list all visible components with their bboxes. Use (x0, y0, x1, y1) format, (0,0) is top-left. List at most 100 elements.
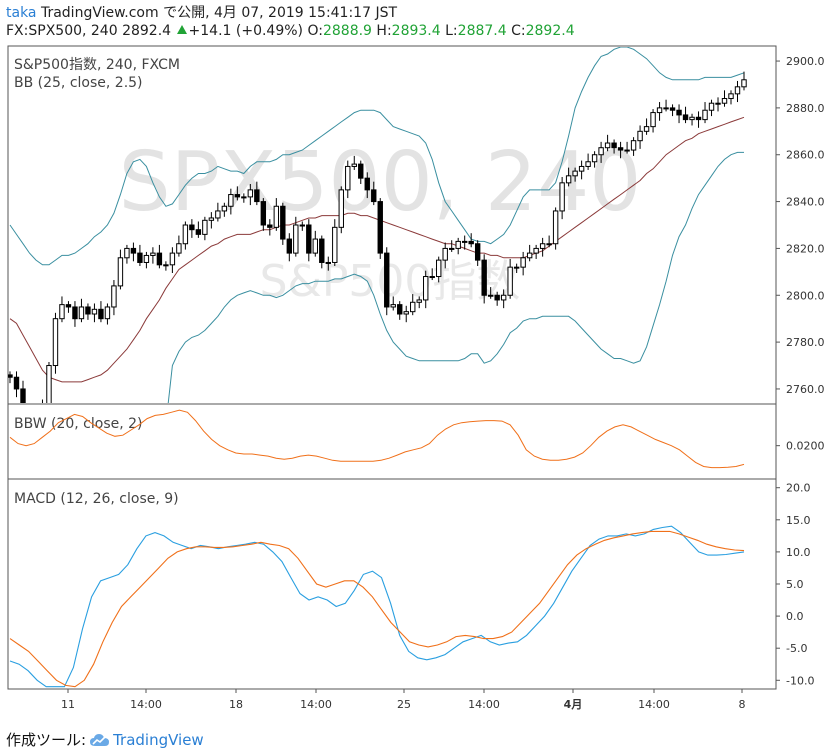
candle-up (663, 107, 669, 110)
author-link[interactable]: taka (6, 5, 37, 21)
candle-down (611, 142, 617, 149)
arrow-up-icon (176, 25, 187, 34)
macd-axis-tick-label: -10.0 (786, 674, 814, 687)
candle-up (715, 102, 721, 105)
candle-up (221, 205, 228, 212)
candle-down (494, 294, 500, 301)
candle-up (643, 126, 650, 132)
candle-up (500, 294, 507, 301)
candle-down (280, 205, 286, 240)
axis-labels: 2900.0 2880.0 2860.0 2840.0 2820.0 2800.0 2780… (61, 55, 825, 711)
footer-label: 作成ツール: (6, 731, 87, 749)
candle-up (416, 299, 422, 303)
candle-up (487, 294, 494, 297)
time-axis-label: 14:00 (130, 698, 162, 711)
bb-lower-line (167, 151, 744, 403)
candle-up (202, 219, 208, 235)
candle-down (189, 224, 195, 231)
candle-down (98, 308, 104, 320)
candle-up (630, 140, 637, 151)
candle-up (559, 182, 565, 212)
candle-up (656, 107, 663, 114)
candle-down (234, 194, 241, 198)
candle-up (734, 86, 741, 95)
candle-up (52, 318, 59, 367)
candle-up (455, 240, 461, 249)
candle-down (319, 238, 325, 263)
candle-up (513, 266, 520, 269)
candle-down (474, 243, 481, 261)
candle-up (228, 194, 234, 207)
candle-up (741, 79, 747, 88)
time-axis-label: 14:00 (300, 698, 332, 711)
candle-down (371, 189, 377, 203)
candle-up (299, 224, 306, 227)
candle-up (403, 311, 409, 315)
candle-down (468, 240, 474, 245)
candle-down (306, 224, 312, 254)
main-panel-title: S&P500指数, 240, FXCM (14, 57, 180, 73)
chart-header-line1: taka TradingView.com で公開, 4月 07, 2019 15… (6, 5, 397, 22)
low-value: 2887.4 (457, 23, 507, 39)
candle-up (572, 170, 578, 177)
high-label: H: (376, 23, 392, 39)
price-axis-tick-label: 2860.0 (786, 149, 825, 162)
candle-up (169, 252, 176, 266)
candle-up (604, 142, 611, 149)
candle-down (358, 163, 364, 179)
candle-up (91, 308, 98, 315)
macd-axis-tick-label: 20.0 (786, 482, 811, 495)
high-value: 2893.4 (391, 23, 441, 39)
candle-down (85, 306, 91, 315)
publish-info: TradingView.com で公開, 4月 07, 2019 15:41:1… (40, 5, 398, 21)
candle-up (565, 175, 572, 184)
candle-down (364, 177, 370, 191)
candle-up (410, 301, 416, 313)
macd-axis-tick-label: 0.0 (786, 610, 804, 623)
candle-up (176, 243, 182, 254)
candle-down (676, 109, 682, 116)
price-axis-tick-label: 2820.0 (786, 242, 825, 255)
price-axis-tick-label: 2900.0 (786, 55, 825, 68)
candle-up (436, 259, 442, 278)
candle-down (20, 388, 26, 403)
candle-down (72, 306, 78, 320)
candle-up (182, 224, 189, 245)
candle-down (8, 374, 13, 378)
candle-up (650, 112, 656, 128)
macd-panel (9, 525, 745, 688)
bb-basis-line (9, 116, 745, 383)
candle-up (163, 264, 169, 267)
candle-up (117, 257, 124, 287)
price-axis-tick-label: 2780.0 (786, 336, 825, 349)
candle-down (377, 201, 383, 254)
candle-up (273, 205, 280, 228)
trading-chart[interactable]: SPX500, 240 S&P500指数 S&P500指数, 240, FXCM… (0, 0, 836, 728)
candle-up (598, 147, 604, 156)
price-change: +14.1 (+0.49%) (188, 23, 304, 39)
candle-up (78, 306, 85, 320)
main-panel (8, 47, 747, 403)
candle-up (448, 247, 455, 250)
candle-up (351, 163, 357, 167)
price-axis-tick-label: 2880.0 (786, 102, 825, 115)
candle-down (682, 114, 689, 121)
bbw-panel (9, 409, 745, 469)
candle-up (708, 102, 715, 111)
candle-up (578, 165, 585, 172)
signal-line (9, 530, 745, 688)
tradingview-logo[interactable]: TradingView (90, 731, 204, 749)
candle-up (390, 304, 396, 308)
candle-up (702, 109, 708, 121)
candle-up (546, 243, 552, 246)
cloud-icon (90, 733, 110, 746)
time-axis-label: 11 (61, 698, 75, 711)
candle-up (552, 210, 559, 245)
candle-down (481, 259, 487, 296)
bbw-axis-tick-label: 0.0200 (786, 440, 825, 453)
time-axis-label: 18 (229, 698, 243, 711)
candle-down (260, 201, 267, 226)
candle-up (526, 252, 533, 259)
candle-up (624, 149, 630, 152)
bb-indicator-label: BB (25, close, 2.5) (14, 75, 143, 91)
